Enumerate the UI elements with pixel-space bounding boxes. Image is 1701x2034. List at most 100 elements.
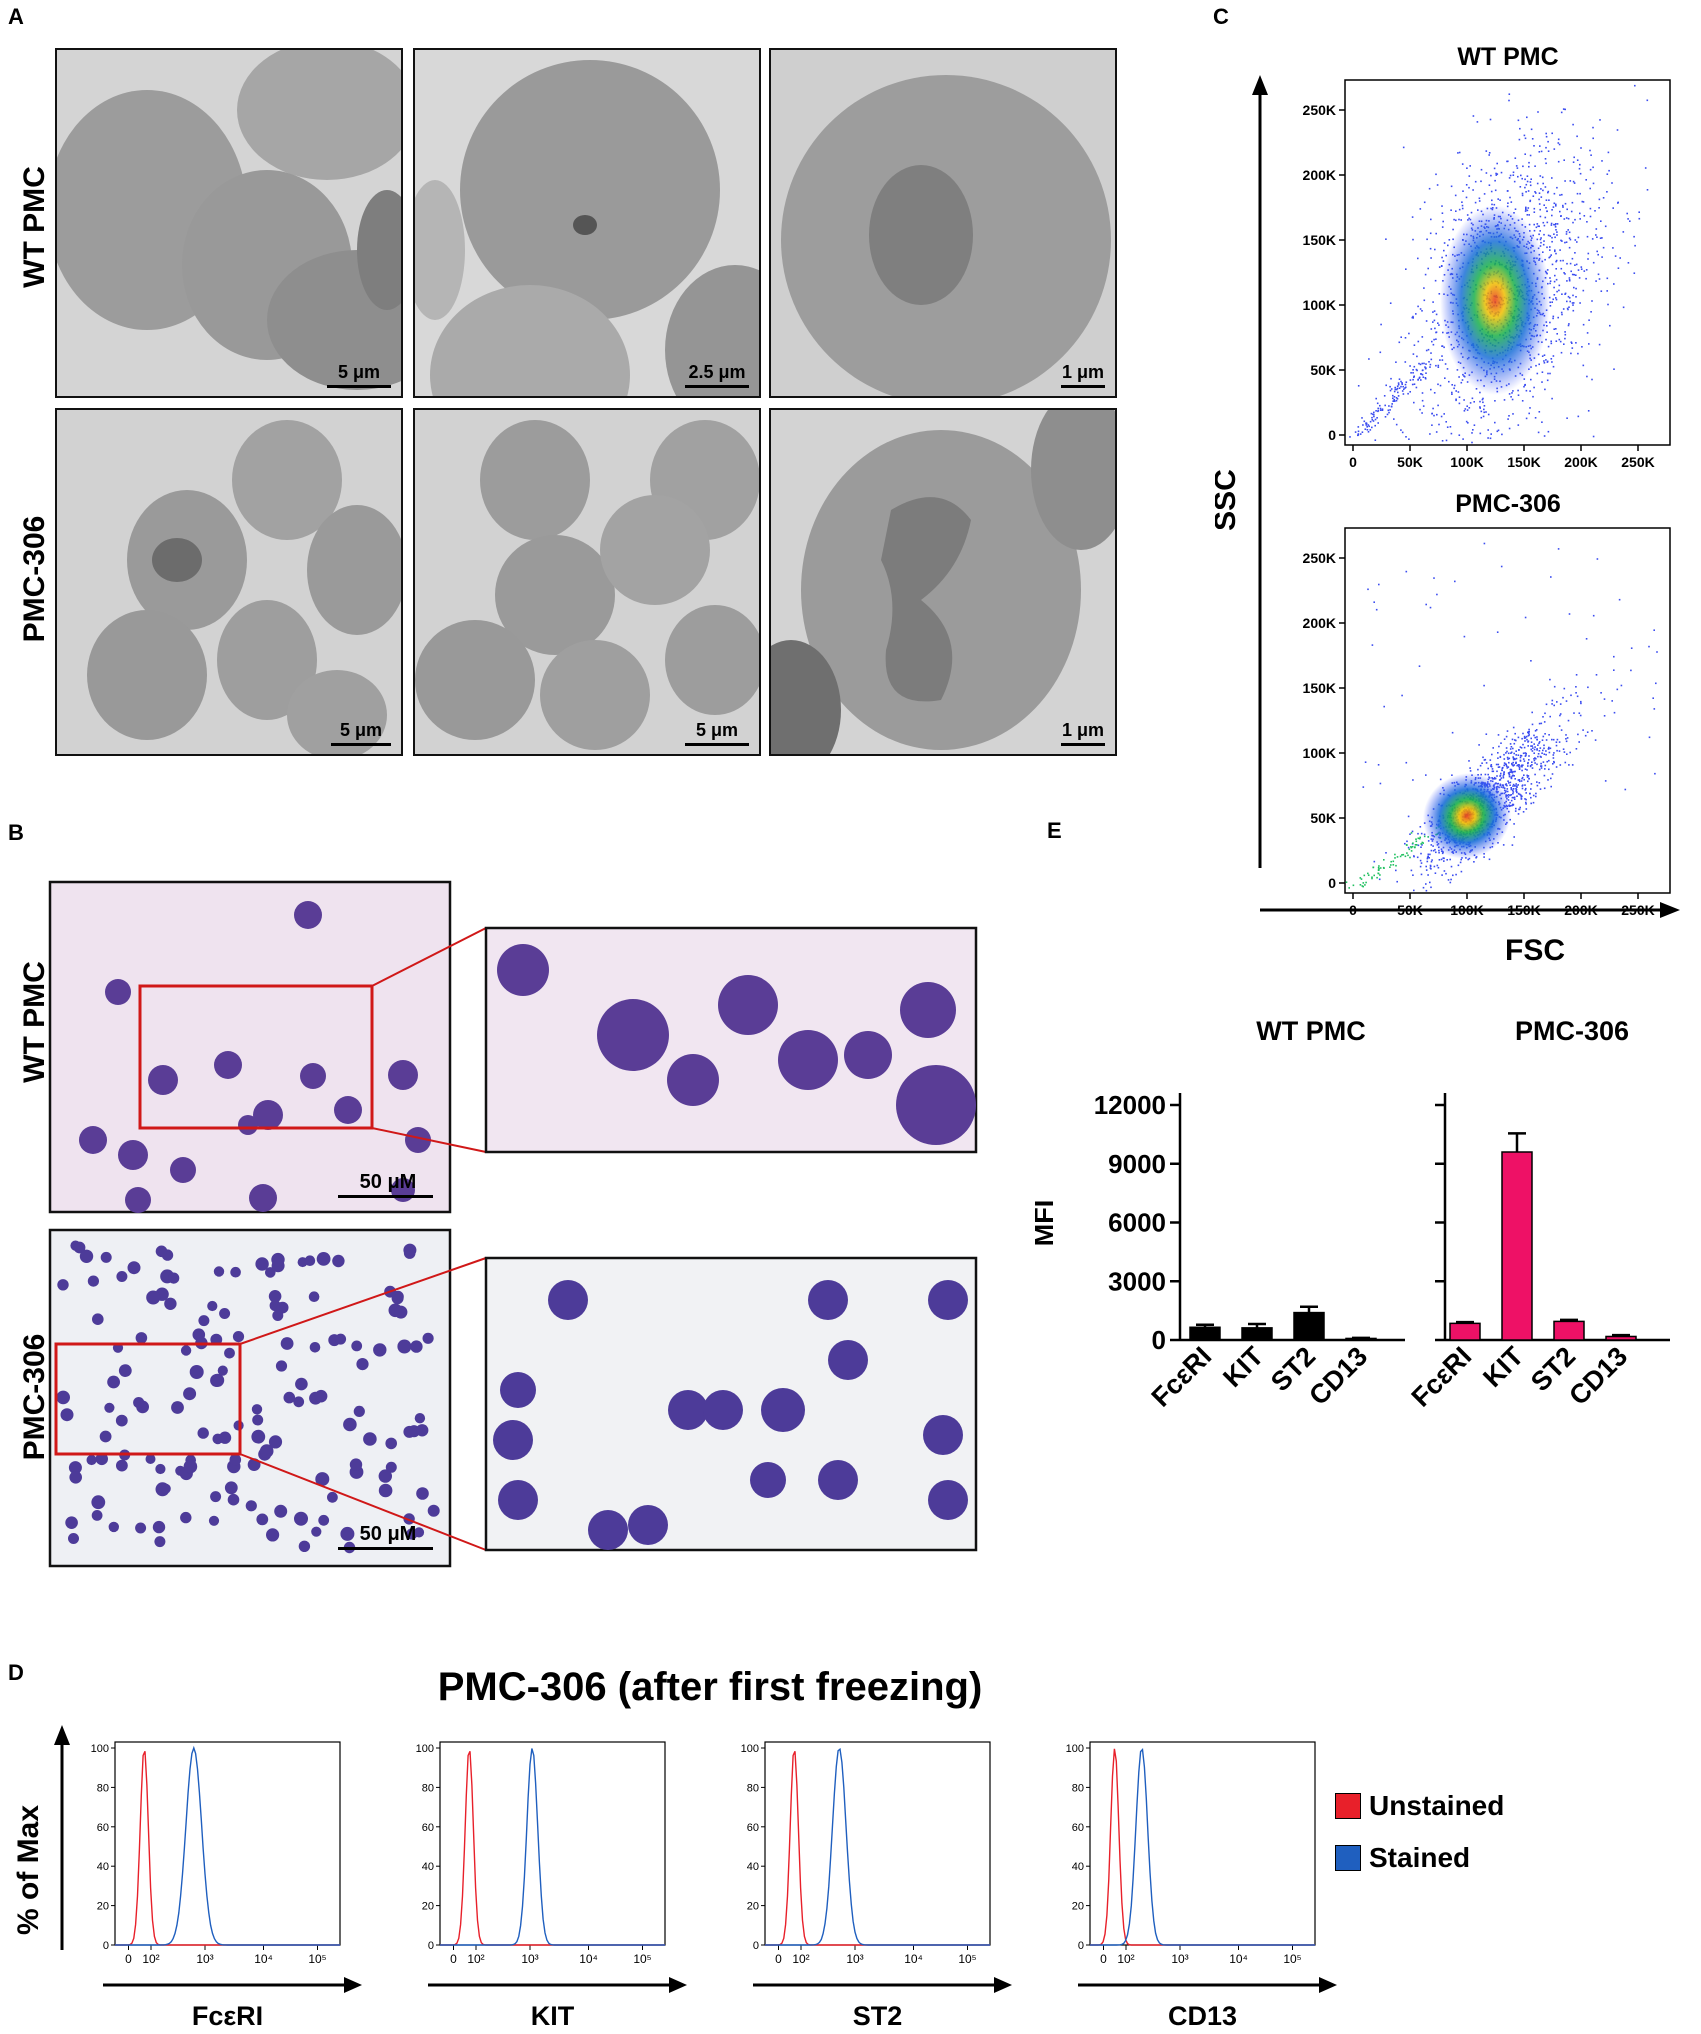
event-dot [1411,383,1414,386]
event-dot [1451,393,1453,395]
event-dot [1559,714,1561,717]
event-dot [1367,588,1369,591]
event-dot [1392,400,1394,402]
event-dot [1531,723,1534,726]
event-dot [1518,764,1520,766]
event-dot [1524,137,1527,140]
event-dot [1531,138,1534,140]
event-dot [1409,833,1411,835]
cell-dot [422,1332,434,1344]
event-dot [1429,232,1432,235]
bar [1293,1311,1325,1341]
event-dot [1572,123,1574,126]
event-dot [1555,298,1558,301]
event-dot [1375,608,1378,611]
event-dot [1451,731,1454,734]
event-dot [1619,257,1621,259]
event-dot [1516,785,1518,787]
event-dot [1571,302,1574,304]
event-dot [1606,277,1609,280]
event-dot [1512,791,1515,793]
bar-chart-title: PMC-306 [1515,1016,1629,1046]
event-dot [1534,417,1537,419]
event-dot [1396,398,1399,400]
event-dot [1451,384,1453,386]
y-tick-label: 60 [97,1822,109,1834]
event-dot [1419,408,1421,411]
event-dot [1444,377,1446,379]
event-dot [1413,376,1415,378]
event-dot [1577,733,1579,736]
event-dot [1506,750,1508,753]
y-tick-label: 80 [747,1782,759,1794]
event-dot [1512,390,1514,392]
event-dot [1572,304,1574,306]
event-dot [1618,598,1621,601]
event-dot [1510,787,1512,789]
event-dot [1548,768,1550,771]
event-dot [1559,713,1562,715]
bar [1241,1327,1273,1341]
event-dot [1539,747,1542,749]
event-dot [1378,878,1381,881]
event-dot [1514,770,1516,773]
event-dot [1546,246,1548,249]
cell-dot [68,1461,82,1475]
event-dot [1472,429,1474,431]
event-dot [1401,390,1404,392]
event-dot [1509,196,1511,199]
event-dot [1463,399,1465,401]
event-dot [1524,186,1526,189]
cell-dot [327,1491,338,1503]
event-dot [1552,763,1554,765]
event-dot [1515,739,1517,742]
event-dot [1570,352,1572,355]
event-dot [1452,874,1454,877]
event-dot [1514,778,1516,780]
x-tick-label: 200K [1564,902,1597,918]
event-dot [1538,411,1541,413]
event-dot [1558,725,1561,727]
event-dot [1505,752,1507,754]
event-dot [1541,421,1543,423]
event-dot [1557,142,1560,144]
event-dot [1561,240,1563,242]
event-dot [1519,186,1522,188]
event-dot [1539,145,1541,147]
event-dot [1430,257,1432,259]
event-dot [1485,411,1487,413]
event-dot [1577,236,1580,239]
event-dot [1521,777,1523,780]
event-dot [1377,866,1380,869]
event-dot [1562,108,1565,110]
event-dot [1373,874,1375,877]
y-tick-label: 100 [416,1743,434,1755]
event-dot [1401,431,1404,434]
event-dot [1568,306,1570,308]
event-dot [1522,732,1524,735]
event-dot [1534,736,1536,739]
event-dot [1513,180,1516,183]
event-dot [1544,733,1546,735]
scalebar: 1 μm [1061,720,1105,746]
event-dot [1531,764,1533,766]
event-dot [1579,218,1581,220]
event-dot [1567,229,1569,231]
event-dot [1538,722,1541,725]
event-dot [1569,238,1572,241]
event-dot [1550,254,1552,256]
y-tick-label: 80 [97,1782,109,1794]
event-dot [1436,184,1439,186]
cell-dot [403,1425,416,1438]
event-dot [1359,877,1362,879]
event-dot [1432,343,1435,346]
event-dot [1528,223,1531,226]
event-dot [1371,876,1373,878]
event-dot [1405,570,1408,573]
event-dot [1575,263,1578,266]
event-dot [1460,381,1463,384]
event-dot [1546,379,1549,382]
y-tick-label: 150K [1303,232,1336,248]
event-dot [1397,395,1400,397]
